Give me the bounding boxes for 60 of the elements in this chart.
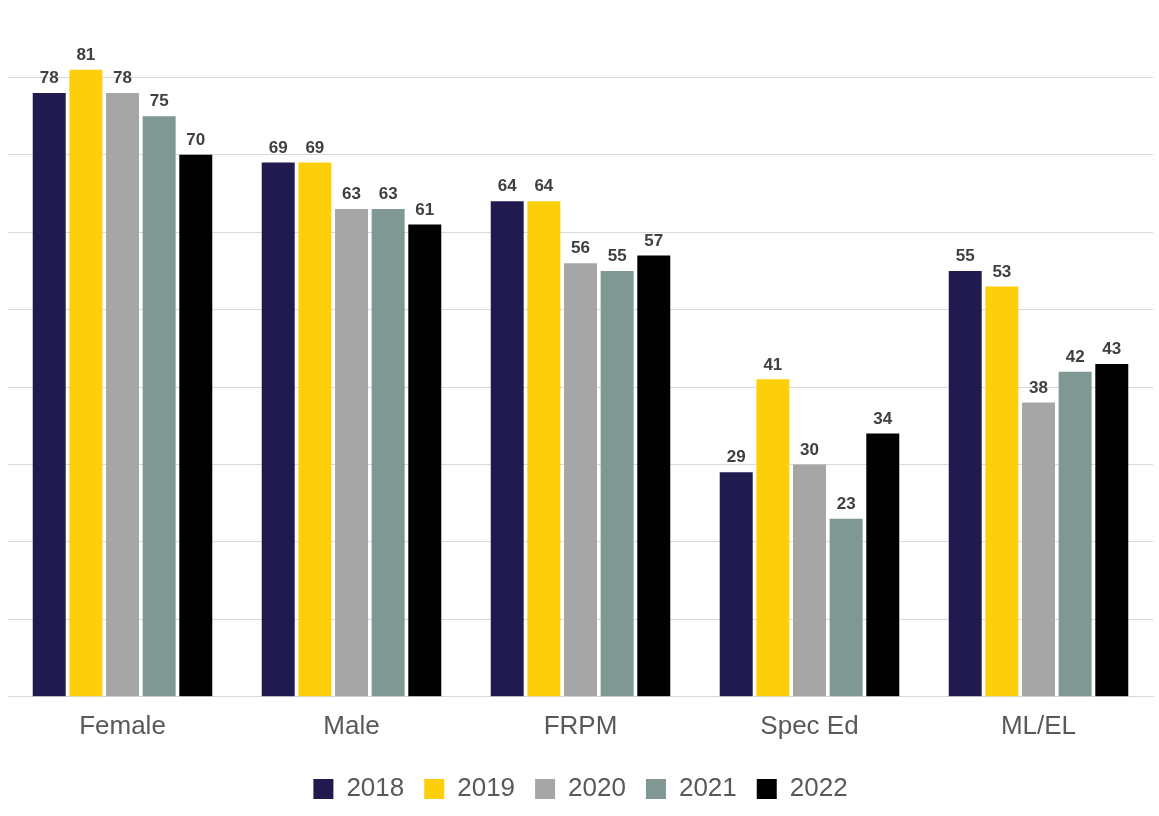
bar <box>335 209 368 697</box>
bar <box>527 201 561 697</box>
x-tick-label: Male <box>323 709 380 740</box>
bar <box>371 209 405 697</box>
bar <box>866 433 900 697</box>
legend-label: 2022 <box>789 772 848 803</box>
bar <box>32 92 66 697</box>
bar <box>564 263 597 697</box>
data-label: 63 <box>378 184 398 204</box>
data-label: 78 <box>39 68 59 88</box>
bar <box>637 255 671 697</box>
data-label: 61 <box>415 199 435 219</box>
data-label: 81 <box>76 44 96 64</box>
bar <box>1022 402 1055 697</box>
legend-label: 2020 <box>568 772 626 803</box>
x-tick-label: Female <box>79 709 166 740</box>
x-tick-label: ML/EL <box>1000 709 1077 740</box>
bar <box>829 518 863 697</box>
bar <box>142 116 176 697</box>
bar <box>793 464 826 697</box>
data-label: 55 <box>607 246 627 266</box>
data-label: 55 <box>955 246 975 266</box>
bar <box>1058 371 1092 697</box>
bar <box>106 92 139 697</box>
bar <box>298 162 332 697</box>
legend-label: 2019 <box>457 772 516 803</box>
bar <box>69 69 103 697</box>
data-label: 56 <box>571 238 590 258</box>
data-label: 23 <box>836 493 856 513</box>
data-label: 75 <box>149 91 169 111</box>
data-label: 43 <box>1102 339 1122 359</box>
data-label: 69 <box>305 137 325 157</box>
data-label: 69 <box>268 137 288 157</box>
data-label: 63 <box>342 184 361 204</box>
data-label: 64 <box>534 176 554 196</box>
x-tick-label: Spec Ed <box>760 709 859 740</box>
data-label: 78 <box>113 68 132 88</box>
data-label: 30 <box>800 439 819 459</box>
x-tick-label: FRPM <box>543 709 618 740</box>
data-label: 57 <box>644 230 664 250</box>
bar <box>490 201 524 697</box>
bar <box>1095 363 1129 697</box>
legend-label: 2018 <box>346 772 405 803</box>
data-label: 41 <box>763 354 783 374</box>
data-label: 29 <box>726 447 746 467</box>
bar <box>261 162 295 697</box>
legend-label: 2021 <box>678 772 737 803</box>
bar <box>600 270 634 697</box>
data-label: 70 <box>186 130 206 150</box>
bar <box>408 224 442 697</box>
data-label: 38 <box>1029 377 1048 397</box>
data-label: 34 <box>873 408 893 428</box>
bar <box>948 270 982 697</box>
bar <box>756 379 790 697</box>
bar <box>985 286 1019 697</box>
bar <box>179 154 213 697</box>
data-label: 42 <box>1065 346 1085 366</box>
data-label: 53 <box>992 261 1012 281</box>
bar <box>719 472 753 697</box>
data-label: 64 <box>497 176 518 196</box>
